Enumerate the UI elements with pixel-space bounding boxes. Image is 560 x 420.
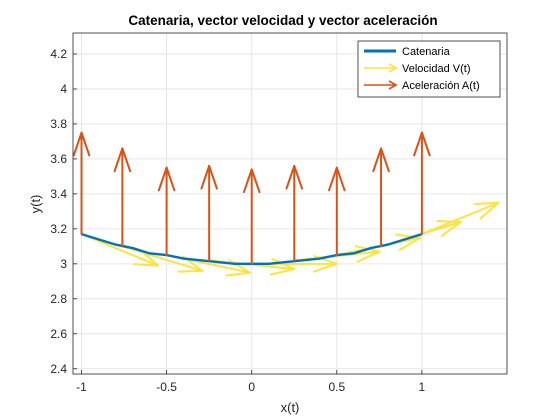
acceleration-vector-head <box>200 164 218 190</box>
legend-label-0: Catenaria <box>402 46 451 58</box>
velocity-vector-head <box>354 245 381 263</box>
acceleration-vector <box>328 166 346 257</box>
series-acceleration <box>72 131 431 265</box>
x-tick-label: 0 <box>248 380 255 394</box>
acceleration-vector-head <box>242 168 261 194</box>
y-tick-label: 3.6 <box>50 152 67 166</box>
series-layer <box>72 131 500 277</box>
legend-label-1: Velocidad V(t) <box>402 63 470 75</box>
x-tick-label: -1 <box>76 380 87 394</box>
acceleration-vector-head <box>72 131 91 157</box>
acceleration-vector-head <box>285 164 304 190</box>
acceleration-vector <box>200 164 218 262</box>
acceleration-vector-head <box>328 166 346 192</box>
y-tick-label: 3 <box>60 257 67 271</box>
y-tick-label: 3.2 <box>50 222 67 236</box>
acceleration-vector <box>285 164 304 262</box>
y-ticks: 2.4 2.6 2.8 3 3.2 3.4 3.6 3.8 4 4.2 <box>50 47 77 376</box>
acceleration-vector <box>413 131 431 236</box>
x-tick-label: 0.5 <box>328 380 345 394</box>
legend-swatch-head-1 <box>388 63 398 73</box>
plot-frame <box>72 32 508 375</box>
x-tick-label: -0.5 <box>156 380 177 394</box>
velocity-vector-head <box>395 233 422 251</box>
acceleration-vector-head <box>413 131 431 157</box>
velocity-vector-head <box>473 201 500 220</box>
acceleration-vector <box>113 147 132 248</box>
acceleration-vector <box>372 147 390 248</box>
velocity-vector <box>420 201 500 236</box>
y-tick-label: 3.4 <box>50 187 67 201</box>
velocity-vector <box>121 245 204 273</box>
y-axis-label: y(t) <box>28 195 43 214</box>
chart-title: Catenaria, vector velocidad y vector ace… <box>128 13 437 28</box>
velocity-vector-shaft <box>80 233 160 267</box>
x-axis-label: x(t) <box>281 400 300 415</box>
velocity-vector-head <box>177 255 204 273</box>
acceleration-vector-head <box>157 166 176 192</box>
velocity-vector-shaft <box>420 201 500 236</box>
y-tick-label: 4 <box>60 82 67 96</box>
velocity-vector-shaft <box>121 245 204 272</box>
y-tick-label: 2.6 <box>50 327 67 341</box>
velocity-vector-head <box>436 220 463 237</box>
acceleration-vector <box>157 166 176 257</box>
y-tick-label: 2.4 <box>50 362 67 376</box>
acceleration-vector <box>242 168 261 265</box>
x-ticks: -1 -0.5 0 0.5 1 <box>76 370 426 394</box>
y-tick-label: 4.2 <box>50 47 67 61</box>
x-tick-label: 1 <box>419 380 426 394</box>
acceleration-vector-head <box>372 147 390 173</box>
legend-swatch-head-2 <box>388 80 398 90</box>
legend[interactable]: Catenaria Velocidad V(t) Aceleración A(t) <box>357 40 501 98</box>
acceleration-vector-head <box>113 147 132 173</box>
y-tick-label: 2.8 <box>50 292 67 306</box>
acceleration-vector <box>72 131 91 236</box>
velocity-vector-head <box>133 248 160 267</box>
legend-label-2: Aceleración A(t) <box>402 80 480 92</box>
y-tick-label: 3.8 <box>50 117 67 131</box>
velocity-vector <box>80 233 160 267</box>
